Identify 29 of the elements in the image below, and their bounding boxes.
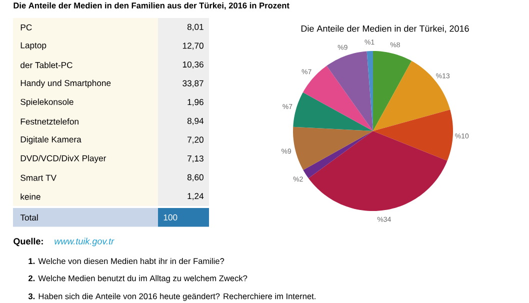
text: PC: [20, 24, 32, 30]
source-note: Quelle:: [14, 238, 43, 246]
text: Laptop: [20, 42, 46, 50]
text: Handy und Smartphone: [20, 80, 111, 88]
text: Digitale Kamera: [20, 136, 82, 144]
text: keine: [20, 193, 40, 200]
text: 1,24: [188, 193, 204, 200]
text: 3. Haben sich die Anteile von 2016 heute geändert? Recherchiere im Internet.: [28, 293, 316, 301]
text: 10,36: [182, 61, 204, 69]
text: Total: [20, 214, 38, 221]
text: 1,96: [188, 99, 204, 106]
text: 2. Welche Medien benutzt du im Alltag zu welchem Zweck?: [28, 275, 248, 283]
text: Festnetztelefon: [20, 118, 78, 125]
text: 33,87: [182, 80, 204, 88]
text: DVD/VCD/DivX Player: [20, 154, 106, 164]
text: 12,70: [182, 42, 204, 50]
text: 8,01: [187, 24, 204, 31]
text: www.tuik.gov.tr: [54, 238, 114, 246]
chart-title: Die Anteile der Medien in der Türkei, 2016: [301, 25, 469, 33]
text: 7,20: [188, 136, 204, 144]
text: 8,60: [187, 174, 204, 182]
text: 100: [164, 214, 178, 220]
text: Spielekonsole: [20, 98, 74, 107]
text: 8,94: [187, 118, 204, 125]
text: der Tablet-PC: [20, 62, 72, 68]
text: Die Anteile der Medien in den Familien aus der Türkei, 2016 in Prozent: [14, 2, 290, 10]
text: 7,13: [188, 155, 204, 163]
text: Smart TV: [20, 174, 56, 181]
text: 1. Welche von diesen Medien habt ihr in der Familie?: [28, 258, 224, 264]
